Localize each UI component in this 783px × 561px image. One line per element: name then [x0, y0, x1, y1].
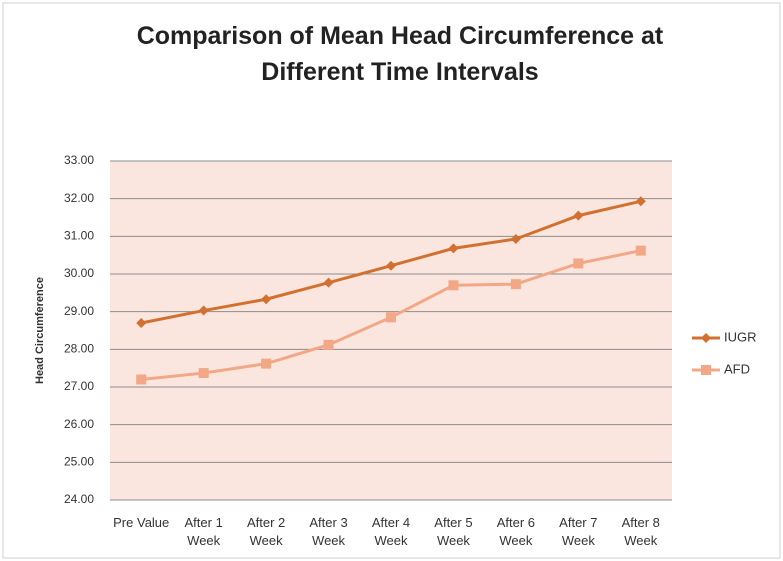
x-tick-label: After 6 Week [496, 515, 536, 548]
y-tick-label: 27.00 [64, 379, 94, 393]
x-tick-label: After 8 Week [621, 515, 660, 548]
data-point [136, 317, 147, 328]
x-tick-label: After 2 Week [246, 515, 286, 548]
data-point [386, 260, 396, 271]
data-point [136, 374, 147, 385]
data-point [323, 339, 334, 350]
x-tick-label: After 5 Week [434, 515, 473, 548]
x-tick-label: After 4 Week [371, 515, 411, 548]
y-tick-label: 28.00 [64, 342, 94, 356]
y-tick-label: 32.00 [64, 191, 94, 205]
data-point [386, 312, 396, 323]
y-axis-label: Head Circumference [34, 277, 46, 384]
chart-title: Comparison of Mean Head Circumference at… [136, 22, 664, 86]
y-tick-label: 24.00 [64, 492, 94, 506]
data-point [573, 258, 584, 269]
legend-marker [701, 333, 711, 343]
data-point [510, 233, 521, 244]
y-tick-label: 33.00 [64, 153, 94, 167]
data-point [261, 358, 272, 369]
data-point [448, 280, 459, 291]
y-tick-label: 30.00 [64, 266, 94, 280]
data-point [198, 368, 209, 379]
y-tick-label: 25.00 [64, 455, 94, 469]
data-point [448, 243, 459, 254]
x-tick-label: After 3 Week [309, 515, 348, 548]
data-point [635, 196, 646, 207]
legend-label: IUGR [724, 329, 757, 344]
y-tick-label: 26.00 [64, 417, 94, 431]
y-tick-label: 29.00 [64, 304, 94, 318]
legend-label: AFD [724, 361, 750, 376]
data-point [635, 245, 646, 256]
data-point [573, 210, 584, 221]
x-tick-label: After 7 Week [559, 515, 598, 548]
plot-area [110, 161, 672, 500]
data-point [323, 277, 334, 288]
data-point [198, 305, 209, 316]
legend-marker [701, 365, 711, 375]
y-tick-label: 31.00 [64, 229, 94, 243]
x-tick-label: After 1 Week [184, 515, 223, 548]
data-point [510, 279, 521, 290]
data-point [261, 294, 272, 305]
x-tick-label: Pre Value [113, 515, 170, 530]
